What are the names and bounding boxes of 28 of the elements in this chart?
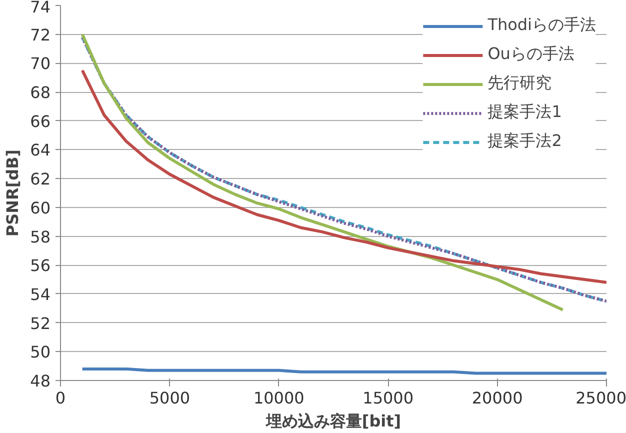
- x-tick-label: 10000: [253, 388, 304, 408]
- legend-label: Ouらの手法: [488, 44, 574, 65]
- legend-label: Thodiらの手法: [488, 15, 596, 36]
- y-tick-label: 72: [30, 25, 50, 44]
- x-axis-title: 埋め込み容量[bit]: [264, 412, 402, 430]
- y-tick-label: 60: [30, 198, 50, 218]
- x-tick-label: 25000: [576, 388, 626, 408]
- y-tick-label: 54: [30, 284, 50, 304]
- y-tick-label: 48: [30, 372, 50, 390]
- line-series: [80, 68, 606, 284]
- y-tick-label: 52: [30, 314, 50, 333]
- y-tick-label: 58: [30, 227, 50, 246]
- y-tick-label: 66: [30, 112, 50, 131]
- x-tick-label: 20000: [472, 388, 523, 408]
- y-tick-label: 50: [30, 342, 50, 362]
- y-axis-title: PSNR[dB]: [3, 149, 22, 237]
- legend-label: 先行研究: [488, 73, 552, 94]
- x-tick-label: 15000: [362, 388, 414, 408]
- y-tick-label: 64: [30, 140, 50, 160]
- y-tick-label: 68: [30, 83, 50, 102]
- y-tick-label: 74: [30, 0, 50, 16]
- x-tick-label: 5000: [149, 388, 190, 408]
- y-tick-label: 56: [30, 256, 50, 276]
- y-tick-label: 70: [30, 54, 50, 74]
- legend-label: 提案手法2: [488, 131, 562, 152]
- x-tick-label: 0: [55, 388, 66, 408]
- y-tick-label: 62: [30, 170, 50, 189]
- legend-label: 提案手法1: [488, 102, 562, 123]
